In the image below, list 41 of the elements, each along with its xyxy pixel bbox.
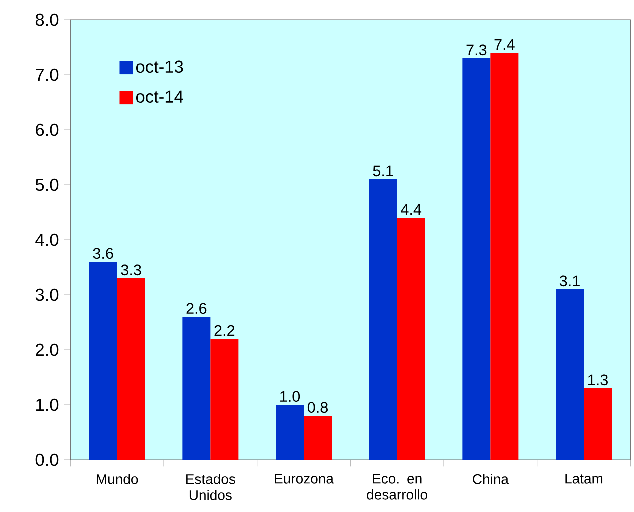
- bar: [89, 262, 118, 460]
- bar: [462, 58, 491, 460]
- legend-label: oct-14: [136, 90, 184, 104]
- data-label: 1.3: [588, 374, 608, 386]
- y-tick-label: 1.0: [36, 398, 59, 412]
- y-tick-label: 5.0: [36, 178, 59, 192]
- data-label: 7.4: [494, 40, 515, 50]
- data-label: 3.1: [560, 276, 580, 287]
- y-tick-label: 6.0: [36, 124, 59, 136]
- y-tick-label: 7.0: [36, 68, 59, 82]
- data-label: 2.2: [214, 325, 235, 336]
- x-tick-label: Eurozona: [275, 474, 334, 484]
- data-label: 2.6: [186, 303, 207, 314]
- bar: [276, 405, 304, 460]
- y-tick-label: 0.0: [36, 454, 59, 466]
- x-tick-label: Latam: [566, 474, 603, 484]
- data-label: 3.6: [93, 248, 114, 260]
- bar: [117, 278, 146, 460]
- bar: [397, 218, 426, 460]
- x-tick-label: Eco. en desarrollo: [367, 474, 428, 500]
- x-tick-label: Estados Unidos: [186, 474, 236, 500]
- bar: [182, 317, 211, 460]
- data-label: 3.3: [121, 264, 142, 276]
- x-tick-label: China: [473, 474, 509, 484]
- data-label: 7.3: [466, 44, 487, 56]
- legend-label: oct-13: [136, 60, 184, 74]
- bar: [210, 339, 239, 460]
- bar: [490, 53, 519, 460]
- data-label: 1.0: [280, 391, 300, 402]
- y-tick-label: 8.0: [36, 14, 59, 26]
- bar: [304, 416, 332, 460]
- y-tick-label: 4.0: [36, 234, 59, 246]
- y-tick-label: 3.0: [36, 288, 59, 302]
- data-label: 5.1: [373, 166, 394, 177]
- x-tick-label: Mundo: [97, 474, 138, 484]
- data-label: 4.4: [401, 204, 422, 216]
- bar: [556, 290, 584, 460]
- bar: [369, 180, 398, 460]
- data-label: 0.8: [308, 402, 328, 414]
- bar: [584, 388, 612, 460]
- y-tick-label: 2.0: [36, 344, 59, 356]
